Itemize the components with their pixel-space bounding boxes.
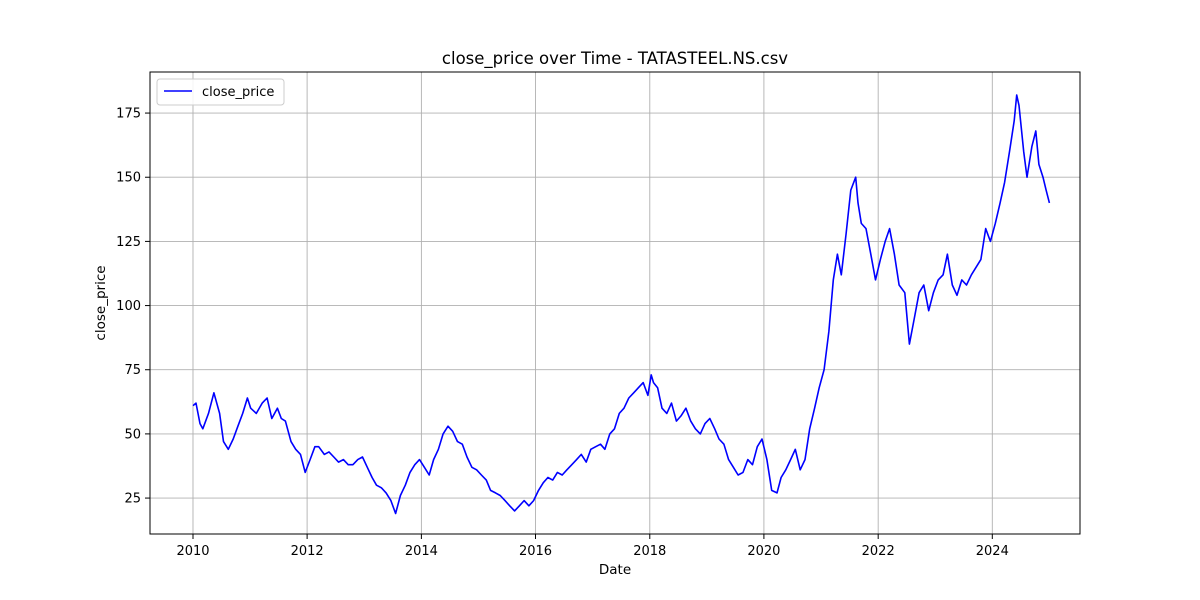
- series-line-close-price: [192, 94, 1051, 515]
- y-axis-label: close_price: [93, 265, 109, 340]
- x-tick-label: 2016: [519, 544, 552, 559]
- x-axis-label: Date: [599, 562, 631, 578]
- grid: [150, 72, 1080, 534]
- legend-label: close_price: [202, 85, 274, 100]
- chart-title: close_price over Time - TATASTEEL.NS.csv: [442, 49, 788, 69]
- y-tick-label: 25: [124, 492, 141, 507]
- legend: close_price: [156, 78, 285, 106]
- y-tick-label: 150: [116, 171, 141, 186]
- x-tick-label: 2024: [976, 544, 1009, 559]
- legend-box: [156, 78, 285, 106]
- x-tick-label: 2020: [747, 544, 780, 559]
- x-tick-label: 2018: [633, 544, 666, 559]
- x-tick-label: 2012: [291, 544, 324, 559]
- series-layer: [192, 94, 1051, 515]
- x-tick-label: 2014: [405, 544, 438, 559]
- x-tick-label: 2010: [176, 544, 209, 559]
- y-tick-label: 100: [116, 299, 141, 314]
- x-tick-label: 2022: [862, 544, 895, 559]
- y-axis: 25 50 75 100 125 150 175: [116, 107, 150, 507]
- plot-frame: [149, 71, 1081, 535]
- y-tick-label: 75: [124, 363, 141, 378]
- y-tick-label: 50: [124, 427, 141, 442]
- x-axis: 2010 2012 2014 2016 2018 2020 2022 2024: [176, 534, 1009, 559]
- y-tick-label: 125: [116, 235, 141, 250]
- y-tick-label: 175: [116, 107, 141, 122]
